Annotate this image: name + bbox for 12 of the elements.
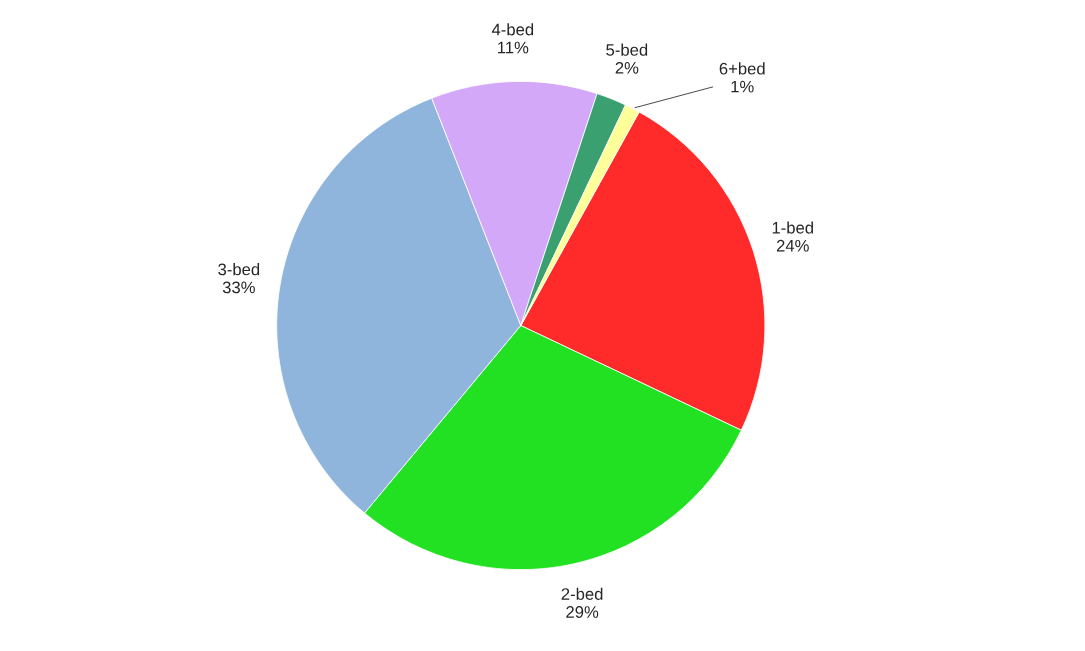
slice-label: 2-bed	[561, 587, 603, 600]
slice-label: 3-bed	[218, 263, 260, 276]
slice-label: 5-bed	[606, 43, 648, 56]
data-label: 33%	[222, 281, 255, 294]
slice-label: 4-bed	[491, 23, 534, 36]
data-label: 2%	[615, 61, 639, 74]
data-label: 1%	[731, 80, 754, 93]
data-label: 24%	[776, 239, 809, 252]
data-label: 29%	[566, 606, 599, 618]
slice-label: 6+bed	[719, 62, 765, 75]
slice-label: 1-bed	[772, 221, 813, 234]
data-label: 11%	[498, 41, 529, 54]
